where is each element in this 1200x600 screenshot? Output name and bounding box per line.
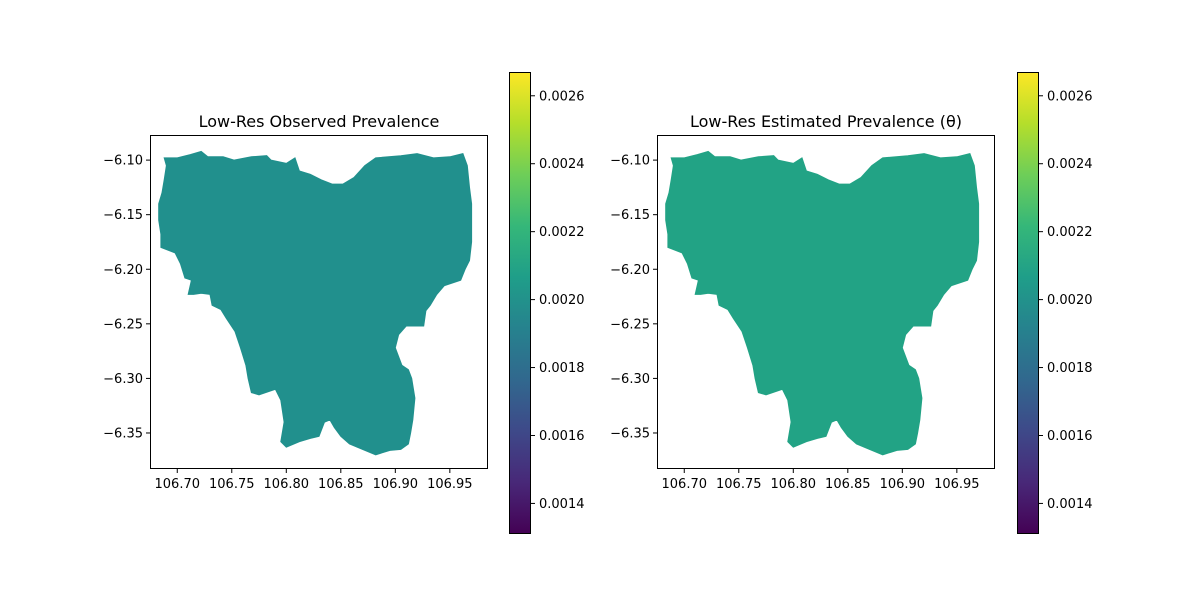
- x-tick-label: 106.95: [934, 477, 980, 492]
- y-tick-label: −6.15: [610, 208, 650, 223]
- panel-title-observed: Low-Res Observed Prevalence: [199, 112, 440, 131]
- colorbar-tick-label: 0.0016: [1047, 429, 1093, 444]
- y-tick-label: −6.10: [103, 154, 143, 169]
- colorbar-tick-label: 0.0020: [539, 293, 585, 308]
- y-tick-label: −6.30: [610, 372, 650, 387]
- y-tick-label: −6.35: [610, 426, 650, 441]
- y-tick-label: −6.35: [103, 426, 143, 441]
- y-axis-estimated: −6.10 −6.15 −6.20 −6.25 −6.30 −6.35: [610, 154, 657, 441]
- x-tick-label: 106.80: [264, 477, 310, 492]
- colorbar-tick-label: 0.0022: [1047, 225, 1093, 240]
- x-tick-label: 106.95: [427, 477, 473, 492]
- colorbar-frame: [1017, 72, 1039, 534]
- x-tick-label: 106.75: [209, 477, 255, 492]
- x-tick-label: 106.85: [825, 477, 871, 492]
- x-tick-label: 106.75: [716, 477, 762, 492]
- colorbar-frame: [509, 72, 531, 534]
- colorbar-tick-label: 0.0026: [539, 89, 585, 104]
- region-polygon-estimated: [665, 150, 980, 456]
- colorbar-tick-label: 0.0014: [539, 497, 585, 512]
- map-area-estimated: [665, 150, 980, 456]
- colorbar-gradient: [509, 72, 531, 534]
- axes-frame-observed: [150, 135, 488, 469]
- axes-frame-estimated: [657, 135, 995, 469]
- x-tick-label: 106.85: [318, 477, 364, 492]
- x-tick-label: 106.90: [373, 477, 419, 492]
- x-tick-label: 106.80: [771, 477, 817, 492]
- region-polygon-observed: [158, 150, 473, 456]
- map-panel-estimated: Low-Res Estimated Prevalence (θ) 106.70 1…: [610, 72, 1093, 534]
- y-tick-label: −6.20: [103, 263, 143, 278]
- colorbar-tick-label: 0.0016: [539, 429, 585, 444]
- map-panel-observed: Low-Res Observed Prevalence 106.70 106.75…: [103, 72, 585, 534]
- colorbar-observed: 0.0014 0.0016 0.0018 0.0020 0.0022 0.0024 0.00…: [509, 72, 585, 534]
- colorbar-tick-label: 0.0020: [1047, 293, 1093, 308]
- colorbar-estimated: 0.0014 0.0016 0.0018 0.0020 0.0022 0.0024 0.00…: [1017, 72, 1093, 534]
- x-tick-label: 106.70: [662, 477, 708, 492]
- x-axis-observed: 106.70 106.75 106.80 106.85 106.90 106.95: [155, 469, 473, 492]
- x-tick-label: 106.90: [880, 477, 926, 492]
- colorbar-tick-label: 0.0024: [1047, 157, 1093, 172]
- y-tick-label: −6.25: [103, 317, 143, 332]
- map-area-observed: [158, 150, 473, 456]
- y-tick-label: −6.25: [610, 317, 650, 332]
- colorbar-gradient: [1017, 72, 1039, 534]
- colorbar-tick-label: 0.0024: [539, 157, 585, 172]
- colorbar-tick-label: 0.0018: [1047, 361, 1093, 376]
- colorbar-tick-label: 0.0022: [539, 225, 585, 240]
- y-tick-label: −6.20: [610, 263, 650, 278]
- x-tick-label: 106.70: [155, 477, 201, 492]
- y-tick-label: −6.10: [610, 154, 650, 169]
- colorbar-tick-label: 0.0026: [1047, 89, 1093, 104]
- colorbar-tick-label: 0.0018: [539, 361, 585, 376]
- colorbar-tick-label: 0.0014: [1047, 497, 1093, 512]
- y-axis-observed: −6.10 −6.15 −6.20 −6.25 −6.30 −6.35: [103, 154, 150, 441]
- x-axis-estimated: 106.70 106.75 106.80 106.85 106.90 106.95: [662, 469, 980, 492]
- y-tick-label: −6.15: [103, 208, 143, 223]
- panel-title-estimated: Low-Res Estimated Prevalence (θ): [690, 112, 962, 131]
- y-tick-label: −6.30: [103, 372, 143, 387]
